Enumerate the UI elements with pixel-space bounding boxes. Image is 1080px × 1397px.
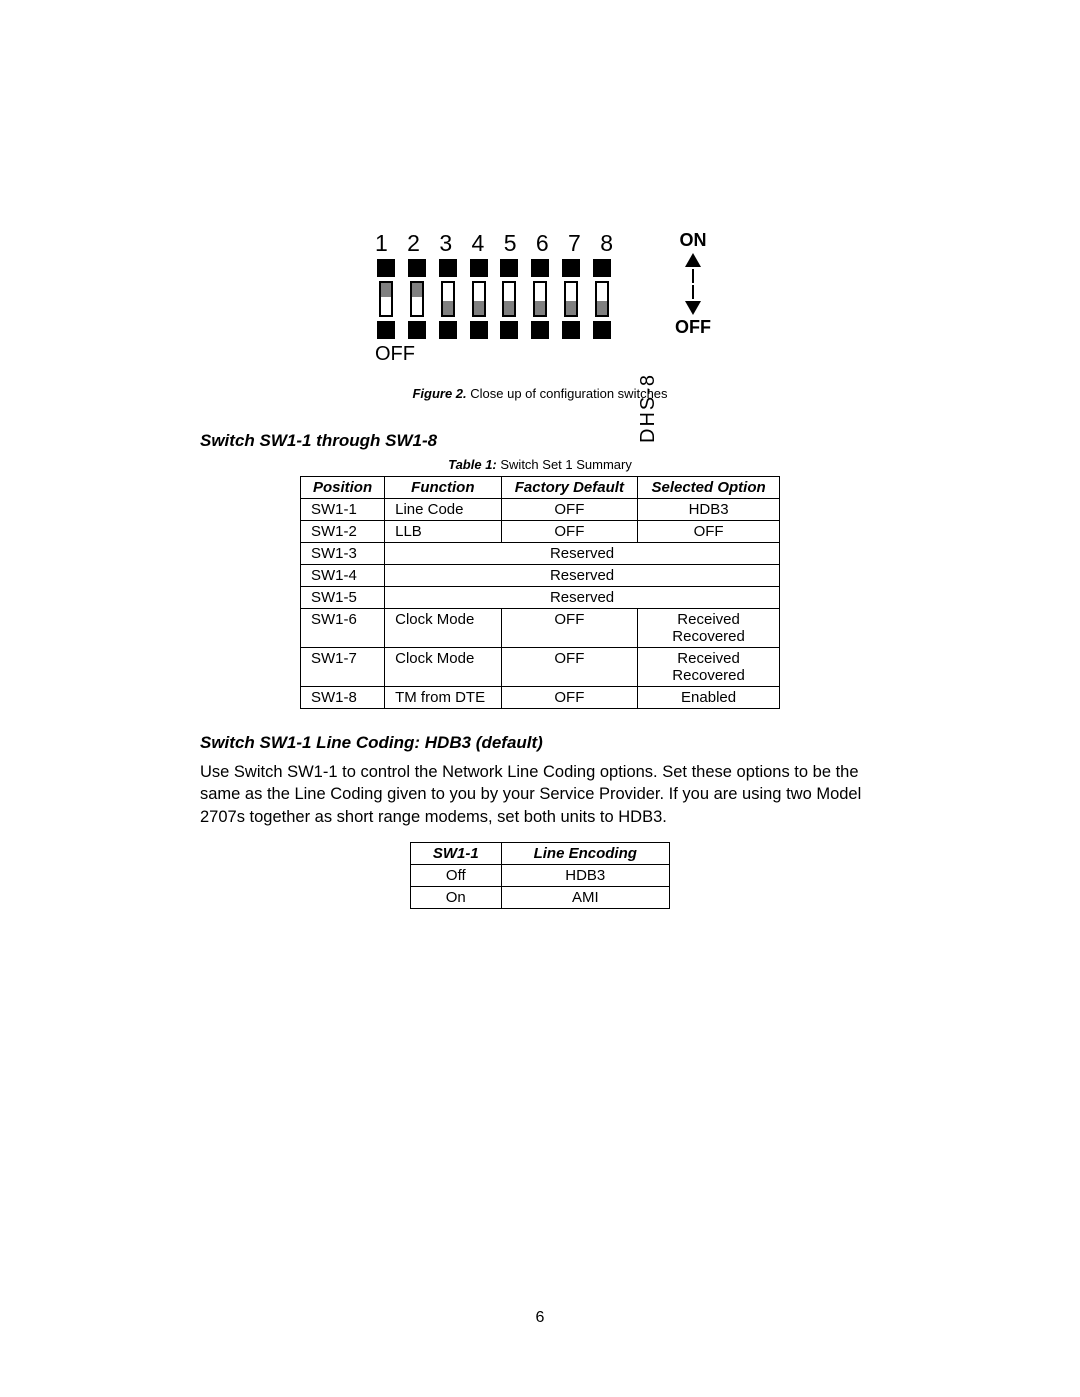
dip-number: 3 [439,230,452,257]
table-header: SW1-1 [411,842,502,864]
cell-function: Line Code [385,499,501,521]
line-encoding-table: SW1-1Line EncodingOffHDB3OnAMI [410,842,670,909]
section-heading-1: Switch SW1-1 through SW1-8 [200,431,880,451]
cell-default: OFF [501,648,638,687]
cell-function: Clock Mode [385,648,501,687]
section-heading-2: Switch SW1-1 Line Coding: HDB3 (default) [200,733,880,753]
cell-default: OFF [501,499,638,521]
cell-selected: Enabled [638,687,780,709]
table-header: Position [301,477,385,499]
table-row: SW1-4Reserved [301,565,780,587]
table-row: SW1-3Reserved [301,543,780,565]
dip-number: 2 [407,230,420,257]
table-header: Function [385,477,501,499]
cell-position: SW1-5 [301,587,385,609]
dip-number: 4 [472,230,485,257]
table-header: Factory Default [501,477,638,499]
dip-number: 7 [568,230,581,257]
cell-position: SW1-7 [301,648,385,687]
cell-sw: Off [411,864,502,886]
figure-caption: Figure 2. Close up of configuration swit… [200,386,880,401]
cell-selected: OFF [638,521,780,543]
page-number: 6 [0,1309,1080,1327]
cell-function: Clock Mode [385,609,501,648]
dip-switch [560,259,582,339]
dip-switch [437,259,459,339]
cell-position: SW1-3 [301,543,385,565]
arrow-up-icon [685,253,701,267]
cell-encoding: AMI [501,886,669,908]
table-row: SW1-8TM from DTEOFFEnabled [301,687,780,709]
dip-switch [498,259,520,339]
cell-sw: On [411,886,502,908]
cell-position: SW1-8 [301,687,385,709]
body-paragraph: Use Switch SW1-1 to control the Network … [200,761,880,828]
table-row: OffHDB3 [411,864,670,886]
cell-reserved: Reserved [385,565,780,587]
dip-switch [406,259,428,339]
dip-switch [529,259,551,339]
arrow-stem [692,285,694,299]
cell-position: SW1-2 [301,521,385,543]
cell-position: SW1-1 [301,499,385,521]
dip-switch [468,259,490,339]
dhs-label: DHS-8 [637,423,660,443]
table-row: SW1-1Line CodeOFFHDB3 [301,499,780,521]
table1-caption-text: Switch Set 1 Summary [497,457,632,472]
document-page: 12345678 OFF DHS-8 ON OFF Figure 2. Clos… [0,0,1080,1397]
cell-position: SW1-4 [301,565,385,587]
off-label-right: OFF [675,317,711,338]
cell-function: LLB [385,521,501,543]
dip-switch-block: 12345678 OFF [369,230,619,366]
dip-switch [591,259,613,339]
off-label-left: OFF [375,343,415,366]
arrow-stem [692,269,694,283]
cell-function: TM from DTE [385,687,501,709]
table1-caption: Table 1: Switch Set 1 Summary [200,457,880,472]
dip-number: 6 [536,230,549,257]
dip-switch [375,259,397,339]
cell-default: OFF [501,687,638,709]
table1-caption-bold: Table 1: [448,457,497,472]
table-row: OnAMI [411,886,670,908]
table-header: Line Encoding [501,842,669,864]
cell-position: SW1-6 [301,609,385,648]
dip-number: 1 [375,230,388,257]
table-header: Selected Option [638,477,780,499]
cell-encoding: HDB3 [501,864,669,886]
dip-switch-figure: 12345678 OFF DHS-8 ON OFF [200,230,880,366]
cell-reserved: Reserved [385,587,780,609]
dip-number: 5 [504,230,517,257]
dip-number: 8 [600,230,613,257]
arrow-down-icon [685,301,701,315]
cell-reserved: Reserved [385,543,780,565]
cell-selected: ReceivedRecovered [638,609,780,648]
on-label: ON [680,230,707,251]
cell-selected: ReceivedRecovered [638,648,780,687]
on-off-legend: ON OFF [675,230,711,338]
table-row: SW1-6Clock ModeOFFReceivedRecovered [301,609,780,648]
figure-caption-bold: Figure 2. [412,386,466,401]
cell-default: OFF [501,521,638,543]
table-row: SW1-2LLBOFFOFF [301,521,780,543]
cell-selected: HDB3 [638,499,780,521]
switch-summary-table: PositionFunctionFactory DefaultSelected … [300,476,780,709]
table-row: SW1-5Reserved [301,587,780,609]
table-row: SW1-7Clock ModeOFFReceivedRecovered [301,648,780,687]
cell-default: OFF [501,609,638,648]
